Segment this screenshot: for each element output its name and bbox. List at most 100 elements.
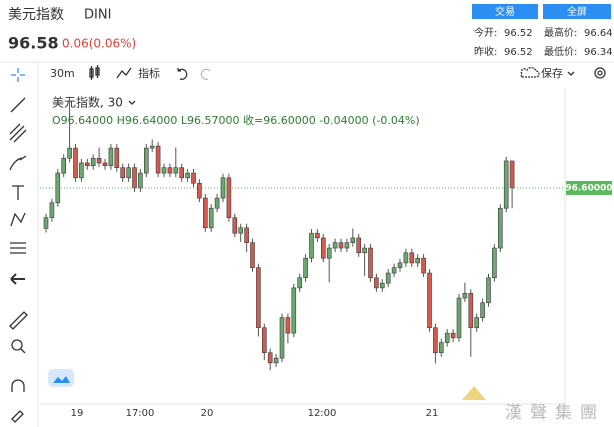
- measure-lines-tool[interactable]: [10, 242, 26, 254]
- candle-body: [114, 147, 120, 168]
- fork-tool[interactable]: [9, 123, 27, 143]
- candle-body: [120, 167, 125, 179]
- stat-label: 今开:: [474, 26, 497, 39]
- candle-body: [344, 242, 350, 249]
- trade-button-label[interactable]: 交易: [495, 5, 515, 18]
- candle-body: [415, 257, 421, 264]
- candle-body: [456, 297, 462, 339]
- candle-body: [385, 272, 391, 284]
- candle-body: [155, 145, 161, 174]
- candle-body: [250, 242, 255, 268]
- text-tool[interactable]: [12, 185, 24, 200]
- candle-body: [43, 217, 49, 229]
- dropdown-icon[interactable]: [567, 71, 575, 76]
- candle-body: [208, 207, 214, 229]
- candle-body: [161, 167, 167, 174]
- trade-button[interactable]: [472, 4, 538, 19]
- magnet-tool[interactable]: [11, 379, 25, 392]
- plot-area: [43, 96, 515, 371]
- candle-body: [450, 332, 456, 339]
- candle-body: [244, 227, 249, 243]
- stat-value: 96.64: [584, 28, 613, 39]
- candle-body: [96, 157, 102, 164]
- candle-body: [368, 247, 373, 279]
- zoom-tool[interactable]: [11, 339, 23, 351]
- candle-body: [326, 247, 332, 259]
- ruler-tool[interactable]: [9, 311, 28, 330]
- time-tick-label: 12:00: [308, 408, 337, 419]
- candle-body: [132, 167, 137, 189]
- candle-body: [267, 352, 273, 364]
- candle-body: [197, 182, 202, 199]
- back-arrow[interactable]: [10, 273, 25, 285]
- stat-label: 昨收:: [474, 45, 497, 58]
- candle-body: [486, 277, 491, 304]
- indicator-icon[interactable]: [116, 67, 132, 79]
- candle-body: [256, 267, 261, 329]
- candle-body: [232, 217, 238, 234]
- stat-value: 96.34: [584, 47, 613, 58]
- interval-button[interactable]: 30m: [50, 67, 75, 80]
- candle-body: [102, 162, 108, 166]
- candle-type-icon[interactable]: [89, 65, 100, 80]
- time-tick-label: 21: [426, 408, 439, 419]
- time-tick-label: 19: [71, 408, 84, 419]
- candle-body: [61, 157, 67, 174]
- settings-icon[interactable]: [594, 67, 606, 79]
- candle-body: [285, 317, 291, 334]
- candle-body: [67, 147, 72, 159]
- candle-body: [90, 157, 96, 166]
- candle-body: [356, 237, 362, 254]
- candle-body: [291, 287, 297, 334]
- candle-body: [320, 237, 326, 259]
- zoom-handle: [20, 348, 26, 354]
- candle-body: [497, 207, 503, 249]
- title-dropdown[interactable]: [128, 100, 136, 105]
- candle-body: [409, 252, 415, 264]
- candle-body: [279, 317, 285, 359]
- fullscreen-button[interactable]: [543, 4, 611, 19]
- brush-tool[interactable]: [9, 155, 27, 171]
- candle-body: [397, 262, 403, 268]
- candle-body: [433, 327, 438, 354]
- candle-body: [391, 267, 397, 274]
- fullscreen-button-label[interactable]: 全屏: [567, 5, 587, 18]
- candle-body: [185, 172, 190, 179]
- candle-body: [173, 167, 179, 174]
- candle-body: [474, 317, 480, 329]
- candle-body: [492, 247, 497, 279]
- candle-body: [468, 292, 474, 329]
- candle-body: [138, 172, 143, 189]
- chart-logo: [48, 369, 74, 387]
- candle-body: [444, 332, 450, 343]
- candle-body: [261, 327, 267, 354]
- candle-body: [79, 162, 84, 179]
- last-price-tag-label: 96.60000: [565, 183, 612, 193]
- candle-body: [332, 242, 338, 249]
- pattern-tool[interactable]: [10, 212, 26, 227]
- watermark-logo: [462, 386, 486, 400]
- candle-body: [379, 282, 385, 289]
- stat-value: 96.52: [504, 47, 533, 58]
- candle-body: [297, 277, 303, 289]
- candle-body: [108, 147, 114, 166]
- last-price-tag: [566, 180, 612, 195]
- candle-body: [214, 197, 220, 209]
- instrument-name: 美元指数: [8, 7, 64, 23]
- undo-icon[interactable]: [177, 68, 188, 80]
- candle-body: [503, 160, 509, 209]
- candle-body: [238, 227, 243, 234]
- candle-body: [126, 167, 131, 179]
- line-tool[interactable]: [10, 97, 26, 113]
- candle-body: [438, 342, 444, 354]
- save-button[interactable]: 保存: [541, 66, 563, 80]
- candle-body: [49, 202, 55, 218]
- candle-body: [203, 197, 208, 229]
- instrument-code: DINI: [84, 8, 111, 23]
- cloud-icon[interactable]: [520, 66, 540, 78]
- crosshair-tool[interactable]: [11, 68, 25, 82]
- indicator-button[interactable]: 指标: [138, 66, 160, 80]
- lock-tool[interactable]: [11, 410, 24, 423]
- candle-body: [374, 277, 379, 289]
